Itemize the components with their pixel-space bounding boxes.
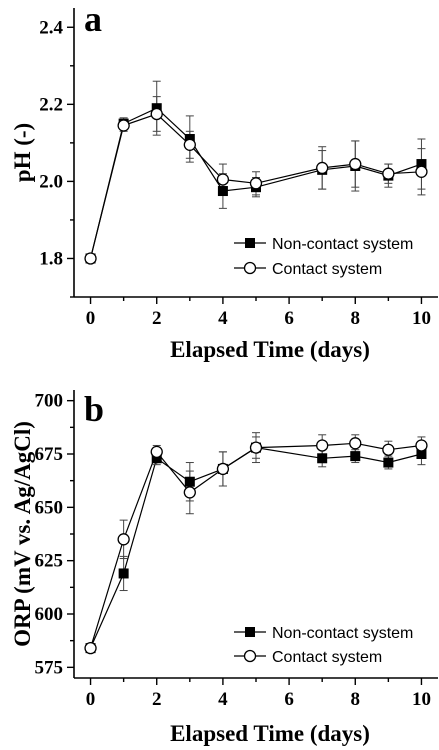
data-point-contact [150, 107, 163, 121]
x-tick-label: 10 [412, 308, 431, 329]
data-point-contact [216, 462, 230, 476]
data-point-non-contact [118, 568, 129, 579]
panel-b-orp-chart: 0 2 4 6 8 10 575 600 625 650 675 700 Elapsed Time (d… [10, 389, 438, 746]
data-point-non-contact [416, 159, 427, 170]
series-line [89, 442, 422, 649]
x-axis-title: Elapsed Time (days) [170, 337, 370, 362]
data-point-non-contact [317, 453, 328, 464]
data-point-contact [415, 165, 428, 178]
data-point-contact [183, 138, 196, 151]
data-point-contact [84, 252, 97, 265]
y-tick-label: 2.0 [39, 171, 63, 192]
legend-marker-circle [243, 261, 257, 275]
series-line [89, 446, 422, 649]
y-tick-label: 600 [35, 604, 64, 625]
x-tick-label: 10 [412, 689, 431, 710]
data-point-contact [382, 167, 395, 180]
data-point-contact [117, 533, 130, 546]
legend-label: Non-contact system [272, 625, 413, 642]
data-point-contact [349, 437, 362, 450]
y-tick-label: 675 [35, 444, 64, 465]
data-point-contact [316, 439, 329, 452]
legend-label: Non-contact system [272, 236, 413, 253]
y-tick-label: 650 [35, 497, 64, 518]
y-tick-label: 625 [35, 551, 64, 572]
legend-marker-square [245, 627, 255, 637]
data-point-contact [150, 445, 163, 459]
data-point-non-contact [151, 453, 162, 464]
data-point-contact [382, 443, 395, 456]
data-point-non-contact [383, 457, 394, 468]
panel-a-ph-chart: 0 2 4 6 8 10 1.8 2.0 2.2 2.4 Elapsed Time (days) pH… [10, 0, 438, 362]
data-point-non-contact [350, 451, 361, 462]
data-point-contact [415, 439, 428, 452]
y-tick-label: 575 [35, 657, 64, 678]
x-tick-label: 2 [152, 689, 162, 710]
panel-letter: a [84, 0, 102, 39]
x-tick-label: 8 [351, 308, 361, 329]
data-point-contact [349, 157, 362, 171]
legend-marker-square [245, 238, 255, 248]
y-tick-label: 2.2 [39, 94, 63, 115]
data-point-contact [117, 119, 130, 132]
x-tick-label: 6 [284, 308, 294, 329]
data-point-non-contact [217, 186, 228, 197]
legend-marker-circle [243, 649, 257, 663]
y-tick-label: 2.4 [39, 17, 63, 38]
data-point-contact [216, 173, 230, 186]
x-tick-label: 0 [86, 308, 96, 329]
y-tick-label: 1.8 [39, 248, 63, 269]
data-point-contact [249, 177, 263, 190]
x-tick-label: 4 [218, 308, 228, 329]
data-point-contact [183, 486, 196, 499]
data-point-contact [249, 441, 263, 454]
series-line [89, 107, 422, 259]
series-line [89, 113, 422, 259]
x-tick-label: 2 [152, 308, 162, 329]
data-point-contact [84, 641, 97, 655]
data-point-non-contact [184, 476, 195, 487]
panel-letter: b [84, 389, 104, 429]
y-axis-title: pH (-) [10, 123, 35, 182]
legend-label: Contact system [272, 649, 382, 666]
x-tick-label: 4 [218, 689, 228, 710]
data-point-contact [316, 161, 329, 175]
data-point-non-contact [416, 449, 427, 459]
x-axis-title: Elapsed Time (days) [170, 721, 370, 746]
y-axis-title: ORP (mV vs. Ag/AgCl) [10, 421, 35, 647]
x-tick-label: 8 [351, 689, 361, 710]
x-tick-label: 6 [284, 689, 294, 710]
y-tick-label: 700 [35, 391, 64, 412]
legend-label: Contact system [272, 261, 382, 278]
x-tick-label: 0 [86, 689, 96, 710]
